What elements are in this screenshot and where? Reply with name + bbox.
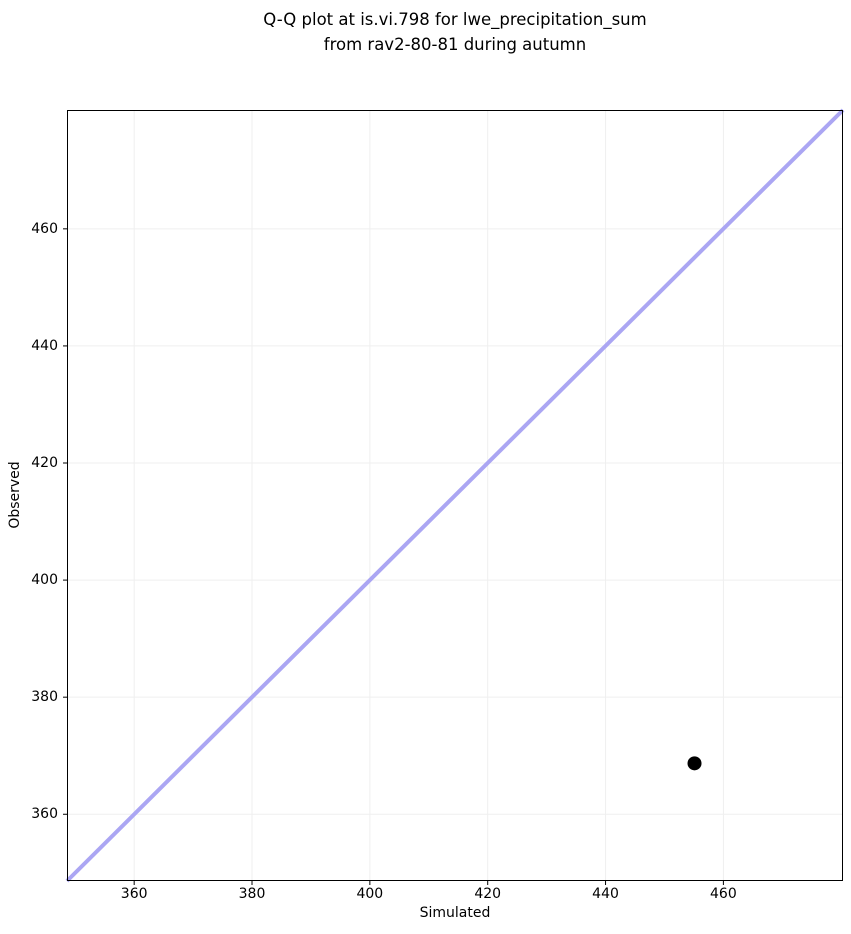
y-axis-label: Observed [7, 461, 23, 529]
x-axis-label: Simulated [419, 905, 491, 921]
x-tick-label: 460 [710, 886, 737, 902]
y-tick-label: 460 [31, 220, 58, 237]
axes-spines [67, 110, 843, 881]
x-tick-label: 360 [120, 886, 148, 902]
plot-area [63, 108, 845, 885]
y-tick-label: 360 [31, 806, 58, 823]
x-tick-label: 400 [356, 886, 384, 902]
y-tick-label: 380 [31, 689, 58, 706]
y-tick-label: 440 [31, 337, 58, 354]
data-point [687, 756, 702, 771]
x-tick-label: 420 [474, 886, 502, 902]
x-tick-label: 380 [238, 886, 266, 902]
plot-canvas [63, 108, 845, 885]
chart-title: Q-Q plot at is.vi.798 for lwe_precipitat… [263, 10, 647, 54]
identity-line [65, 108, 845, 883]
y-tick-label: 400 [31, 572, 58, 589]
x-tick-label: 440 [592, 886, 619, 902]
